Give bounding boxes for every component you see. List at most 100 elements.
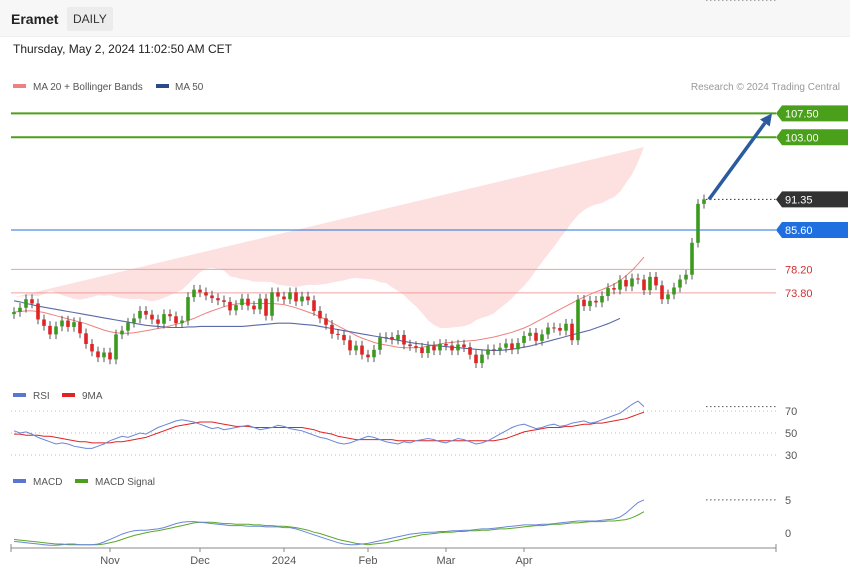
candle-body: [630, 278, 634, 287]
candle-body: [102, 352, 106, 358]
candle-body: [600, 296, 604, 303]
candle-body: [420, 347, 424, 354]
symbol-title: Eramet: [11, 11, 59, 27]
ma20-legend-label: MA 20 + Bollinger Bands: [33, 82, 143, 93]
candle-body: [60, 320, 64, 327]
candle-body: [120, 330, 124, 335]
candle-body: [318, 310, 322, 319]
candle-body: [252, 305, 256, 310]
candle-body: [432, 346, 436, 351]
candle-body: [516, 342, 520, 350]
candle-body: [654, 276, 658, 286]
candle-body: [672, 287, 676, 295]
candle-body: [666, 294, 670, 300]
candle-body: [444, 343, 448, 346]
macd-legend-label: MACD: [33, 477, 62, 488]
candle-body: [534, 332, 538, 341]
rsi-tick-label: 30: [785, 450, 797, 462]
candle-body: [294, 292, 298, 302]
candle-body: [606, 288, 610, 297]
candle-body: [540, 334, 544, 341]
candle-body: [234, 305, 238, 311]
candle-body: [312, 300, 316, 311]
period-button[interactable]: DAILY: [67, 7, 113, 31]
candle-body: [204, 292, 208, 296]
candle-body: [618, 280, 622, 290]
price-levels: 107.50 103.00 91.35 85.60 78.20 73.80: [11, 0, 848, 300]
candle-body: [678, 279, 682, 288]
ma20-legend-swatch: [13, 84, 26, 88]
candle-body: [54, 326, 58, 335]
candle-body: [576, 299, 580, 341]
rsi-ma-legend-label: 9MA: [82, 391, 103, 402]
bollinger-bands: [14, 147, 644, 328]
ma50-legend-swatch: [156, 84, 169, 88]
copyright-label: Research © 2024 Trading Central: [691, 82, 840, 93]
candle-body: [78, 322, 82, 334]
candle-body: [246, 298, 250, 306]
candle-body: [624, 280, 628, 287]
candle-body: [462, 344, 466, 348]
time-tick-label: Mar: [437, 555, 456, 567]
candle-body: [438, 343, 442, 351]
candle-body: [72, 322, 76, 327]
candle-body: [684, 274, 688, 280]
candle-body: [156, 319, 160, 324]
candle-body: [510, 343, 514, 350]
ma20-line: [13, 256, 645, 349]
time-tick-label: Dec: [190, 555, 210, 567]
time-tick-label: Apr: [515, 555, 532, 567]
candle-body: [408, 344, 412, 347]
macd-tick-label: 0: [785, 528, 791, 540]
projection-arrow-head: [760, 113, 772, 127]
candle-body: [144, 310, 148, 315]
level-tag-label: 85.60: [785, 225, 813, 237]
candle-body: [696, 203, 700, 243]
macd-panel: 50: [13, 495, 791, 546]
candle-body: [648, 276, 652, 291]
candle-body: [570, 323, 574, 341]
candle-body: [498, 347, 502, 351]
candle-body: [360, 345, 364, 355]
rsi-line: [13, 400, 645, 449]
candle-body: [588, 300, 592, 307]
candle-body: [330, 324, 334, 334]
candle-body: [198, 289, 202, 293]
level-tag-107.50: [776, 105, 848, 122]
level-label: 73.80: [785, 288, 813, 300]
candle-body: [264, 298, 268, 316]
candle-body: [528, 332, 532, 336]
candle-body: [336, 333, 340, 335]
candle-body: [690, 242, 694, 275]
candle-body: [210, 295, 214, 299]
candle-body: [582, 299, 586, 307]
candle-body: [390, 337, 394, 340]
candle-body: [186, 297, 190, 321]
candle-body: [36, 303, 40, 320]
macd-tick-label: 5: [785, 495, 791, 507]
candle-body: [42, 319, 46, 326]
time-tick-label: Nov: [100, 555, 120, 567]
candle-body: [414, 346, 418, 348]
candle-body: [288, 292, 292, 300]
candle-body: [12, 312, 16, 315]
candle-body: [384, 337, 388, 339]
chart-datetime: Thursday, May 2, 2024 11:02:50 AM CET: [13, 42, 232, 56]
candle-body: [348, 340, 352, 351]
candle-body: [402, 334, 406, 345]
candle-body: [192, 289, 196, 298]
level-tag-label: 103.00: [785, 132, 819, 144]
candle-body: [114, 334, 118, 360]
candle-body: [162, 314, 166, 324]
candle-body: [30, 299, 34, 304]
candle-body: [180, 320, 184, 324]
rsi-legend-swatch: [13, 393, 26, 397]
candle-body: [222, 300, 226, 302]
candle-body: [636, 278, 640, 280]
candle-body: [138, 310, 142, 319]
candle-body: [270, 292, 274, 316]
candle-body: [456, 344, 460, 351]
candle-body: [552, 327, 556, 329]
candle-body: [522, 335, 526, 343]
